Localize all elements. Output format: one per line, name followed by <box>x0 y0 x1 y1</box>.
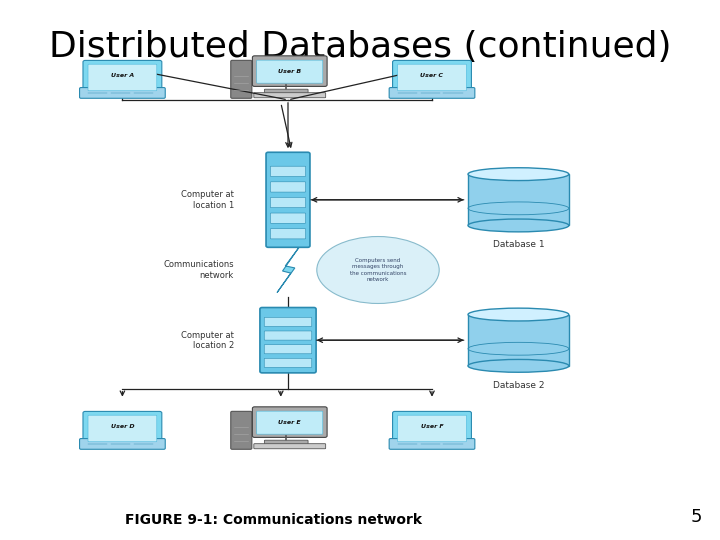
FancyBboxPatch shape <box>260 308 316 373</box>
FancyBboxPatch shape <box>83 411 162 446</box>
FancyBboxPatch shape <box>389 87 475 98</box>
Text: Computer at
location 2: Computer at location 2 <box>181 330 234 350</box>
FancyBboxPatch shape <box>88 415 157 442</box>
FancyBboxPatch shape <box>80 87 166 98</box>
FancyBboxPatch shape <box>271 198 305 208</box>
FancyBboxPatch shape <box>257 411 323 434</box>
FancyBboxPatch shape <box>271 182 305 192</box>
FancyBboxPatch shape <box>271 213 305 223</box>
Text: User F: User F <box>420 424 444 429</box>
FancyBboxPatch shape <box>264 359 312 367</box>
FancyBboxPatch shape <box>253 407 327 437</box>
FancyBboxPatch shape <box>257 60 323 83</box>
FancyBboxPatch shape <box>254 93 325 98</box>
Text: 5: 5 <box>690 509 702 526</box>
Text: User B: User B <box>278 69 301 73</box>
Polygon shape <box>277 247 299 293</box>
FancyBboxPatch shape <box>468 174 569 226</box>
Text: User D: User D <box>111 424 134 429</box>
Text: User E: User E <box>279 420 301 424</box>
FancyBboxPatch shape <box>80 438 166 449</box>
FancyBboxPatch shape <box>264 318 312 327</box>
FancyBboxPatch shape <box>264 345 312 354</box>
FancyBboxPatch shape <box>264 440 308 446</box>
FancyBboxPatch shape <box>264 331 312 340</box>
Text: FIGURE 9-1: Communications network: FIGURE 9-1: Communications network <box>125 512 422 526</box>
FancyBboxPatch shape <box>230 60 252 98</box>
FancyBboxPatch shape <box>392 411 472 446</box>
FancyBboxPatch shape <box>397 415 467 442</box>
Ellipse shape <box>468 168 569 180</box>
FancyBboxPatch shape <box>389 438 475 449</box>
FancyBboxPatch shape <box>83 60 162 94</box>
Text: Database 1: Database 1 <box>492 240 544 249</box>
FancyBboxPatch shape <box>271 228 305 239</box>
FancyBboxPatch shape <box>253 56 327 86</box>
Text: User C: User C <box>420 73 444 78</box>
Ellipse shape <box>317 237 439 303</box>
FancyBboxPatch shape <box>254 444 325 449</box>
Text: Computer at
location 1: Computer at location 1 <box>181 190 234 210</box>
FancyBboxPatch shape <box>264 89 308 95</box>
Text: User A: User A <box>111 73 134 78</box>
Text: Communications
network: Communications network <box>163 260 234 280</box>
Ellipse shape <box>468 219 569 232</box>
FancyBboxPatch shape <box>271 166 305 177</box>
Ellipse shape <box>468 308 569 321</box>
Text: Database 2: Database 2 <box>492 381 544 390</box>
FancyBboxPatch shape <box>230 411 252 449</box>
Text: Distributed Databases (continued): Distributed Databases (continued) <box>49 30 671 64</box>
FancyBboxPatch shape <box>266 152 310 247</box>
FancyBboxPatch shape <box>468 314 569 366</box>
FancyBboxPatch shape <box>392 60 472 94</box>
Text: Computers send
messages through
the communications
network: Computers send messages through the comm… <box>350 258 406 282</box>
FancyBboxPatch shape <box>397 64 467 91</box>
Ellipse shape <box>468 360 569 372</box>
FancyBboxPatch shape <box>88 64 157 91</box>
